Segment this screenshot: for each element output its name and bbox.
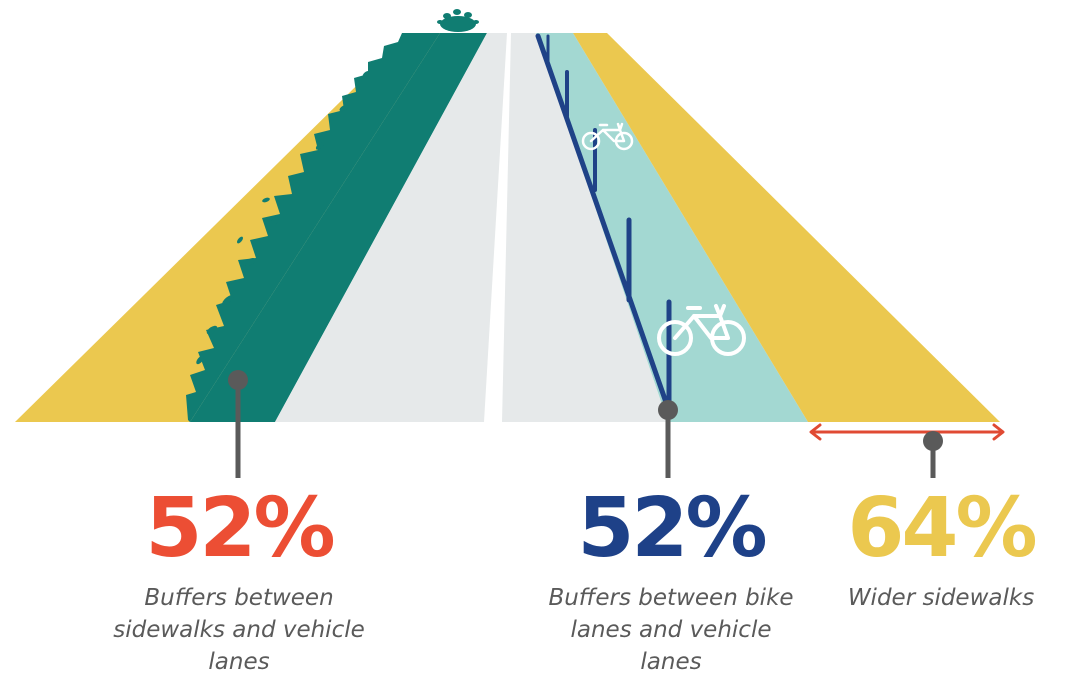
stat-caption: Wider sidewalks <box>847 585 1035 611</box>
map-pin-icon <box>228 370 248 478</box>
stat-caption: Buffers between bike lanes and vehicle l… <box>548 585 794 675</box>
bicycle-icon <box>657 304 746 356</box>
stat-wider-sidewalks: 64% Wider sidewalks <box>830 488 1052 614</box>
stat-sidewalk-buffers: 52% Buffers between sidewalks and vehicl… <box>108 488 370 678</box>
double-arrow-icon <box>809 423 1005 441</box>
right-sidewalk <box>573 33 1000 422</box>
stat-caption: Buffers between sidewalks and vehicle la… <box>113 585 365 675</box>
map-pin-icon <box>923 431 943 478</box>
map-pin-icon <box>658 400 678 478</box>
stat-value: 64% <box>847 481 1037 576</box>
stat-value: 52% <box>577 481 767 576</box>
stat-bike-lane-buffers: 52% Buffers between bike lanes and vehic… <box>540 488 802 678</box>
greenery-buffer <box>190 33 487 422</box>
bicycle-icon <box>581 122 634 151</box>
stat-value: 52% <box>145 481 335 576</box>
plant-icon <box>437 9 479 32</box>
foliage <box>186 33 440 422</box>
road-right-lane <box>502 33 668 422</box>
road-left-lane <box>275 33 507 422</box>
